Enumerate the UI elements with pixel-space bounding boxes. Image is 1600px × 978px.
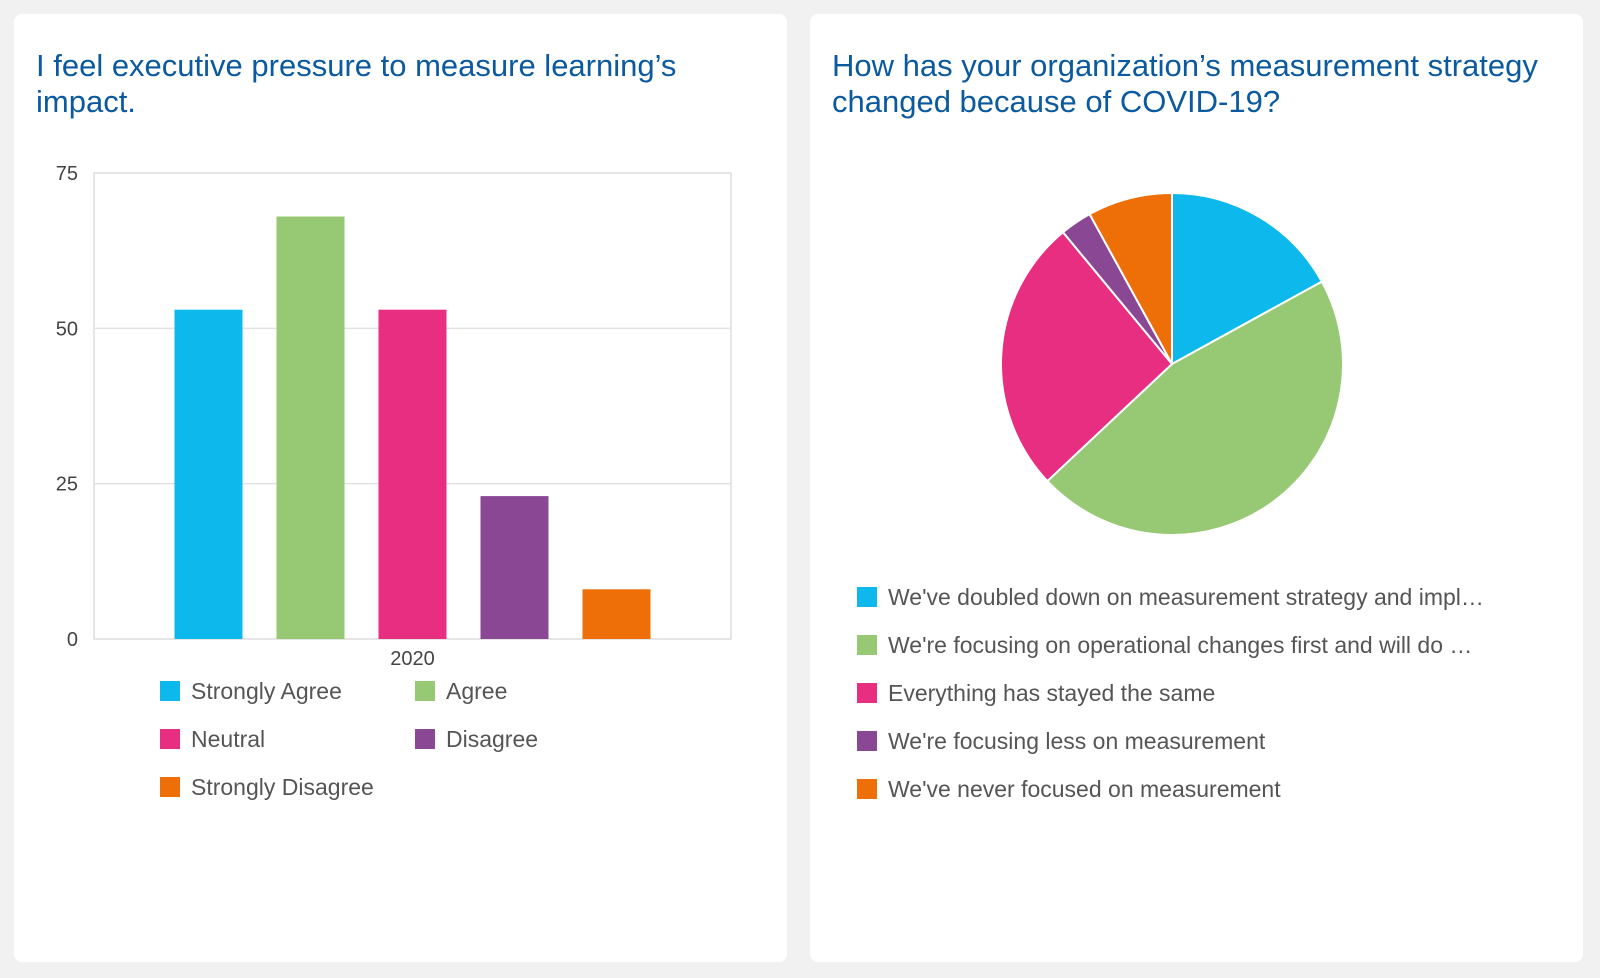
legend-swatch xyxy=(857,587,877,607)
y-tick-label-0: 0 xyxy=(67,629,78,651)
bar-strongly-agree xyxy=(174,309,243,639)
legend-item-we-re-focusing-on-operational-changes-fi: We're focusing on operational changes fi… xyxy=(857,632,1472,658)
bar-chart-card: I feel executive pressure to measure lea… xyxy=(14,14,787,962)
legend-item-we-ve-never-focused-on-measurement: We've never focused on measurement xyxy=(857,776,1281,802)
legend-label: Neutral xyxy=(191,725,266,752)
pie-slice-we-ve-never-focused-on-measurement xyxy=(1088,192,1173,365)
bar-disagree xyxy=(480,496,549,639)
bar-chart-title: I feel executive pressure to measure lea… xyxy=(36,48,677,119)
pie-slice-we-ve-doubled-down-on-measurement-strategy-and-impl xyxy=(1171,192,1323,365)
y-tick-label-75: 75 xyxy=(56,163,78,185)
legend-item-agree: Agree xyxy=(415,678,507,704)
legend-item-disagree: Disagree xyxy=(415,726,538,752)
legend-swatch xyxy=(415,729,435,749)
legend-label: Strongly Disagree xyxy=(191,773,374,800)
bar-chart: 0 25 50 75 2020 xyxy=(56,163,732,670)
bar-strongly-disagree xyxy=(582,589,651,639)
legend-item-strongly-agree: Strongly Agree xyxy=(160,678,342,704)
legend-label: We're focusing on operational changes fi… xyxy=(888,631,1473,658)
legend-label: Everything has stayed the same xyxy=(888,679,1216,706)
y-tick-label-50: 50 xyxy=(56,318,78,340)
pie-chart-title: How has your organization’s measurement … xyxy=(832,48,1538,119)
legend-swatch xyxy=(857,683,877,703)
legend-item-everything-has-stayed-the-same: Everything has stayed the same xyxy=(857,680,1215,706)
legend-swatch xyxy=(857,779,877,799)
legend-item-we-re-focusing-less-on-measurement: We're focusing less on measurement xyxy=(857,728,1265,754)
legend-item-strongly-disagree: Strongly Disagree xyxy=(160,774,374,800)
x-tick-label-2020: 2020 xyxy=(390,648,435,670)
legend-item-we-ve-doubled-down-on-measurement-strate: We've doubled down on measurement strate… xyxy=(857,584,1484,610)
legend-swatch xyxy=(415,681,435,701)
legend-swatch xyxy=(160,729,180,749)
bar-agree xyxy=(276,216,345,639)
legend-label: We're focusing less on measurement xyxy=(888,727,1266,754)
legend-swatch xyxy=(857,731,877,751)
legend-swatch xyxy=(160,777,180,797)
legend-label: We've never focused on measurement xyxy=(888,775,1281,802)
legend-label: Disagree xyxy=(446,725,539,752)
bar-neutral xyxy=(378,309,447,639)
legend-label: Agree xyxy=(446,677,508,704)
legend-label: Strongly Agree xyxy=(191,677,342,704)
legend-swatch xyxy=(160,681,180,701)
pie-slice-we-re-focusing-on-operational-changes-first-and-will-do xyxy=(1046,280,1344,537)
legend-label: We've doubled down on measurement strate… xyxy=(888,583,1484,610)
pie-slice-everything-has-stayed-the-same xyxy=(1000,231,1173,483)
legend-swatch xyxy=(857,635,877,655)
legend-item-neutral: Neutral xyxy=(160,726,265,752)
y-tick-label-25: 25 xyxy=(56,474,78,496)
pie-chart-card: How has your organization’s measurement … xyxy=(810,14,1583,962)
pie-chart xyxy=(1000,192,1344,537)
